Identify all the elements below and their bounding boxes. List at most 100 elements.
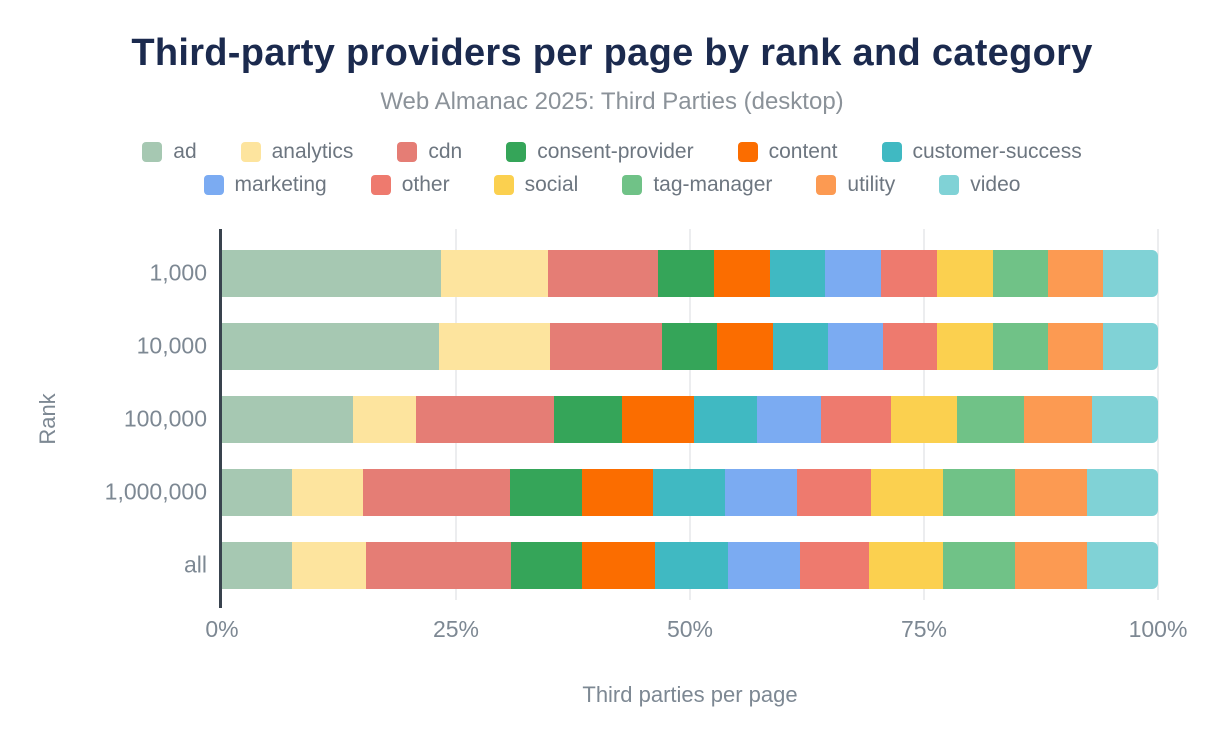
legend-label: analytics — [271, 139, 354, 163]
bar-segment-cdn[interactable] — [363, 468, 510, 516]
stacked-bar-100-000 — [222, 395, 1158, 443]
bar-segment-consent-provider[interactable] — [553, 395, 623, 443]
bar-segment-ad[interactable] — [222, 395, 353, 443]
bar-segment-content[interactable] — [581, 468, 654, 516]
bar-segment-marketing[interactable] — [825, 249, 882, 297]
bar-segment-other[interactable] — [821, 395, 891, 443]
bar-segment-utility[interactable] — [1024, 395, 1092, 443]
bar-segment-consent-provider[interactable] — [661, 322, 717, 370]
legend-item-marketing[interactable]: marketing — [203, 172, 327, 197]
bar-segment-utility[interactable] — [1048, 249, 1103, 297]
bar-segment-video[interactable] — [1091, 395, 1158, 443]
legend-item-consent-provider[interactable]: consent-provider — [506, 140, 694, 164]
bar-segment-consent-provider[interactable] — [511, 541, 582, 589]
legend-row-1: ad analytics cdn consent-provider content cus… — [142, 139, 1082, 164]
bar-segment-customer-success[interactable] — [653, 468, 726, 516]
bar-segment-tag-manager[interactable] — [942, 468, 1015, 516]
bar-segment-content[interactable] — [716, 322, 773, 370]
legend-swatch-analytics — [240, 141, 261, 162]
bar-segment-ad[interactable] — [222, 249, 441, 297]
legend-label: other — [401, 172, 450, 196]
bar-segment-tag-manager[interactable] — [993, 249, 1049, 297]
bar-segment-cdn[interactable] — [365, 541, 512, 589]
legend-item-tag-manager[interactable]: tag-manager — [622, 173, 772, 197]
legend-item-utility[interactable]: utility — [816, 173, 895, 197]
legend-label: customer-success — [912, 139, 1082, 163]
bar-segment-tag-manager[interactable] — [956, 395, 1025, 443]
bar-row-all: all — [184, 529, 1158, 602]
y-tick-label: 100,000 — [123, 405, 207, 432]
bar-segment-consent-provider[interactable] — [657, 249, 714, 297]
bar-segment-customer-success[interactable] — [769, 249, 826, 297]
legend-item-ad[interactable]: ad — [142, 140, 197, 164]
bar-segment-social[interactable] — [890, 395, 957, 443]
bar-segment-analytics[interactable] — [352, 395, 417, 443]
legend-item-social[interactable]: social — [493, 173, 578, 197]
legend-label: utility — [847, 172, 896, 196]
chart-area: Rank 1,000 10,000 100,000 1,000,000 all 0% 25… — [0, 228, 1224, 708]
bar-segment-tag-manager[interactable] — [942, 541, 1016, 589]
stacked-bar-10-000 — [222, 322, 1158, 370]
legend-swatch-utility — [816, 174, 837, 195]
bar-segment-marketing[interactable] — [827, 322, 883, 370]
bar-segment-cdn[interactable] — [549, 322, 662, 370]
bar-segment-other[interactable] — [881, 249, 938, 297]
bar-segment-video[interactable] — [1086, 468, 1158, 516]
legend-item-analytics[interactable]: analytics — [240, 139, 354, 164]
page-subtitle: Web Almanac 2025: Third Parties (desktop… — [380, 87, 844, 115]
bar-segment-consent-provider[interactable] — [509, 468, 582, 516]
bar-segment-marketing[interactable] — [725, 468, 798, 516]
bar-segment-ad[interactable] — [222, 541, 293, 589]
legend-item-video[interactable]: video — [939, 173, 1020, 197]
bar-segment-social[interactable] — [937, 249, 994, 297]
bar-segment-content[interactable] — [622, 395, 695, 443]
bar-segment-marketing[interactable] — [756, 395, 822, 443]
y-axis-title: Rank — [35, 393, 60, 445]
bar-segment-analytics[interactable] — [292, 468, 364, 516]
legend-item-cdn[interactable]: cdn — [397, 140, 462, 164]
x-tick-label: 75% — [900, 615, 948, 642]
legend-label: marketing — [234, 172, 327, 196]
bar-segment-cdn[interactable] — [416, 395, 554, 443]
legend-swatch-consent-provider — [506, 141, 527, 162]
bar-segment-cdn[interactable] — [547, 249, 658, 297]
stacked-bar-1-000 — [222, 249, 1158, 297]
bar-segment-customer-success[interactable] — [655, 541, 728, 589]
bar-segment-analytics[interactable] — [439, 322, 550, 370]
bar-segment-tag-manager[interactable] — [992, 322, 1048, 370]
bar-segment-other[interactable] — [882, 322, 937, 370]
bar-segment-customer-success[interactable] — [772, 322, 828, 370]
bar-segment-social[interactable] — [870, 468, 943, 516]
bar-row-100-000: 100,000 — [124, 383, 1158, 456]
bar-segment-social[interactable] — [936, 322, 993, 370]
bar-segment-video[interactable] — [1102, 322, 1158, 370]
bar-segment-utility[interactable] — [1014, 468, 1087, 516]
bar-segment-content[interactable] — [713, 249, 770, 297]
x-tick-label: 25% — [432, 615, 480, 642]
bar-segment-analytics[interactable] — [292, 541, 366, 589]
bar-row-10-000: 10,000 — [137, 310, 1158, 383]
bar-segment-video[interactable] — [1086, 541, 1158, 589]
y-axis-line — [219, 228, 222, 608]
bar-segment-content[interactable] — [581, 541, 656, 589]
legend-item-customer-success[interactable]: customer-success — [881, 139, 1082, 164]
bar-segment-social[interactable] — [868, 541, 943, 589]
bar-segment-other[interactable] — [797, 468, 871, 516]
bar-segment-ad[interactable] — [222, 322, 440, 370]
legend-item-other[interactable]: other — [370, 172, 450, 197]
x-axis-ticks: 0% 25% 50% 75% 100% — [205, 615, 1187, 650]
bar-segment-utility[interactable] — [1015, 541, 1087, 589]
legend: ad analytics cdn consent-provider content cus… — [0, 140, 1224, 197]
bar-segment-video[interactable] — [1102, 249, 1158, 297]
bar-segment-ad[interactable] — [222, 468, 293, 516]
legend-swatch-marketing — [203, 174, 224, 195]
bar-segment-marketing[interactable] — [727, 541, 800, 589]
legend-item-content[interactable]: content — [737, 140, 838, 164]
bar-segment-customer-success[interactable] — [694, 395, 757, 443]
bar-segment-analytics[interactable] — [440, 249, 548, 297]
legend-swatch-cdn — [397, 141, 418, 162]
bar-segment-utility[interactable] — [1047, 322, 1103, 370]
page-title: Third-party providers per page by rank a… — [131, 32, 1093, 74]
bar-segment-other[interactable] — [799, 541, 869, 589]
